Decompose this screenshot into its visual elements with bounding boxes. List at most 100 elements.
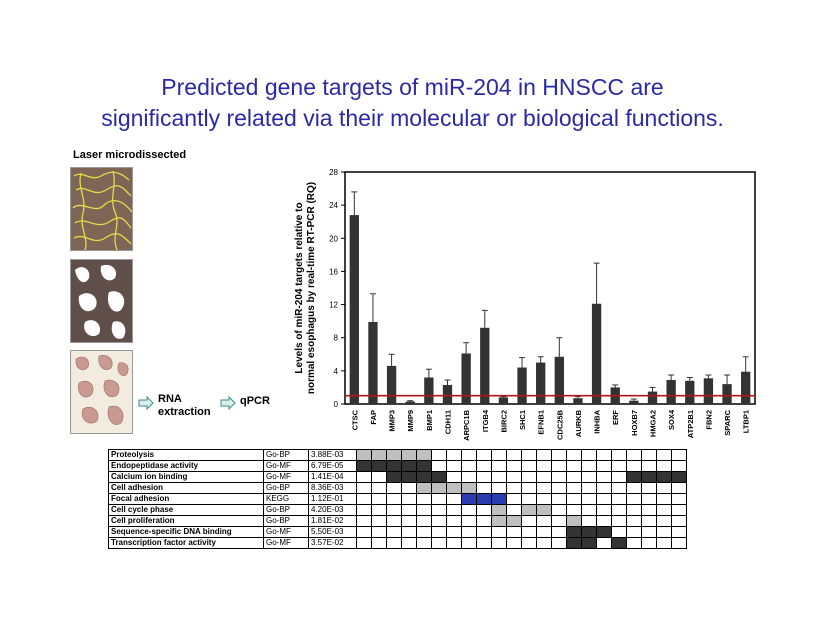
gene-membership-cell xyxy=(431,537,447,549)
gene-membership-cell xyxy=(611,515,627,527)
go-term-cell: Proteolysis xyxy=(108,449,264,461)
gene-membership-cell xyxy=(371,537,387,549)
bar-sparc xyxy=(722,384,732,404)
gene-membership-cell xyxy=(386,471,402,483)
gene-membership-cell xyxy=(401,537,417,549)
gene-membership-cell xyxy=(566,504,582,516)
x-tick-label: SHC1 xyxy=(518,410,527,430)
x-tick-label: ARPC1B xyxy=(462,409,471,440)
gene-membership-cell xyxy=(596,471,612,483)
gene-membership-cell xyxy=(626,471,642,483)
gene-membership-cell xyxy=(491,515,507,527)
gene-membership-cell xyxy=(491,537,507,549)
gene-membership-cell xyxy=(566,537,582,549)
gene-membership-cell xyxy=(656,515,672,527)
gene-membership-cell xyxy=(671,526,687,538)
gene-membership-cell xyxy=(581,460,597,472)
bar-bmp1 xyxy=(424,377,434,404)
gene-membership-cell xyxy=(386,449,402,461)
gene-membership-cell xyxy=(671,482,687,494)
bar-cdc25b xyxy=(554,356,564,404)
laser-microdissected-label: Laser microdissected xyxy=(73,149,187,161)
gene-membership-cell xyxy=(536,482,552,494)
gene-membership-cell xyxy=(446,504,462,516)
gene-membership-cell xyxy=(431,526,447,538)
gene-membership-cell xyxy=(596,537,612,549)
gene-membership-cell xyxy=(356,449,372,461)
go-database-cell: Go-BP xyxy=(263,482,309,494)
gene-membership-cell xyxy=(566,460,582,472)
gene-membership-cell xyxy=(581,526,597,538)
gene-membership-cell xyxy=(476,460,492,472)
bar-cdh11 xyxy=(442,384,453,404)
gene-membership-cell xyxy=(641,493,657,505)
gene-membership-cell xyxy=(476,449,492,461)
gene-membership-cell xyxy=(626,515,642,527)
gene-membership-cell xyxy=(431,449,447,461)
gene-membership-cell xyxy=(461,526,477,538)
gene-membership-cell xyxy=(476,482,492,494)
gene-membership-cell xyxy=(476,515,492,527)
gene-membership-cell xyxy=(611,504,627,516)
rna-label-line-2: extraction xyxy=(158,406,211,418)
gene-membership-cell xyxy=(536,471,552,483)
rna-extraction-label: RNA extraction xyxy=(158,393,211,419)
gene-membership-cell xyxy=(521,493,537,505)
gene-membership-cell xyxy=(371,449,387,461)
gene-membership-cell xyxy=(506,537,522,549)
go-pvalue-cell: 5.50E-03 xyxy=(308,526,357,538)
gene-membership-cell xyxy=(461,493,477,505)
gene-membership-cell xyxy=(416,537,432,549)
gene-membership-cell xyxy=(566,515,582,527)
gene-membership-cell xyxy=(401,526,417,538)
gene-membership-cell xyxy=(521,471,537,483)
gene-membership-cell xyxy=(371,515,387,527)
gene-membership-cell xyxy=(386,526,402,538)
gene-membership-cell xyxy=(581,471,597,483)
gene-membership-cell xyxy=(446,493,462,505)
gene-membership-cell xyxy=(641,537,657,549)
gene-membership-cell xyxy=(596,515,612,527)
table-row: Transcription factor activity Go-MF 3.57E-… xyxy=(108,537,687,549)
gene-membership-cell xyxy=(371,526,387,538)
gene-membership-cell xyxy=(446,460,462,472)
gene-membership-cell xyxy=(581,537,597,549)
y-tick-label: 16 xyxy=(329,267,338,276)
go-term-cell: Cell cycle phase xyxy=(108,504,264,516)
gene-membership-cell xyxy=(551,449,567,461)
gene-membership-cell xyxy=(476,493,492,505)
gene-membership-cell xyxy=(491,449,507,461)
title-line-2: significantly related via their molecula… xyxy=(101,105,724,131)
x-tick-label: CTSC xyxy=(350,409,359,430)
table-row: Sequence-specific DNA binding Go-MF 5.50E-… xyxy=(108,526,687,538)
go-term-cell: Calcium ion binding xyxy=(108,471,264,483)
x-tick-label: AURKB xyxy=(574,409,583,437)
gene-membership-cell xyxy=(536,493,552,505)
x-tick-label: ATP2B1 xyxy=(686,410,695,438)
go-pvalue-cell: 1.41E-04 xyxy=(308,471,357,483)
x-tick-label: ERF xyxy=(611,410,620,425)
gene-membership-cell xyxy=(521,482,537,494)
x-tick-label: FBN2 xyxy=(704,410,713,430)
go-annotation-table: Proteolysis Go-BP 3.88E-03 Endopeptidase ac… xyxy=(108,449,687,549)
bar-fap xyxy=(368,321,378,404)
gene-membership-cell xyxy=(461,482,477,494)
gene-membership-cell xyxy=(626,482,642,494)
gene-membership-cell xyxy=(581,493,597,505)
gene-membership-cell xyxy=(536,449,552,461)
gene-membership-cell xyxy=(671,504,687,516)
gene-membership-cell xyxy=(671,537,687,549)
gene-membership-cell xyxy=(641,460,657,472)
gene-membership-cell xyxy=(446,471,462,483)
gene-membership-cell xyxy=(536,515,552,527)
gene-membership-cell xyxy=(596,482,612,494)
gene-membership-cell xyxy=(626,460,642,472)
gene-membership-cell xyxy=(596,460,612,472)
bar-arpc1b xyxy=(461,353,471,404)
gene-membership-cell xyxy=(551,471,567,483)
x-tick-label: SPARC xyxy=(723,409,732,435)
go-pvalue-cell: 6.79E-05 xyxy=(308,460,357,472)
y-tick-label: 4 xyxy=(334,367,339,376)
gene-membership-cell xyxy=(371,493,387,505)
y-tick-label: 20 xyxy=(329,234,338,243)
